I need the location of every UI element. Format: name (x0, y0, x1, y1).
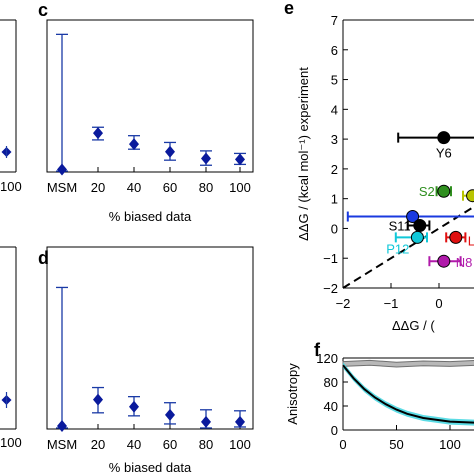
panel-f-y-axis-label: Anisotropy (285, 363, 300, 425)
panel-d: d MSM 20 40 60 80 100 % biased data (38, 246, 254, 474)
d-point-1 (93, 393, 103, 406)
e-y-tick-label-7: 5 (331, 73, 338, 88)
e-point-4 (413, 218, 427, 232)
e-y-tick-label-6: 4 (331, 102, 338, 117)
d-point-5 (235, 415, 245, 428)
e-y-tick-label-3: 1 (331, 192, 338, 207)
panel-e-marks: Y6S2TS11P12L9N8 (342, 131, 474, 289)
e-y-tick-label-5: 3 (331, 132, 338, 147)
panel-e-x-axis-label: ΔΔG / ( (392, 318, 435, 333)
f-series-black-line (342, 364, 474, 424)
panel-d-label: d (38, 248, 49, 268)
panel-e-y-axis-label: ΔΔG / (kcal mol⁻¹) experiment (296, 67, 311, 241)
d-x-tick-label-5: 100 (229, 437, 251, 452)
panel-d-x-axis-label: % biased data (109, 460, 192, 474)
e-x-tick-label-2: 0 (435, 296, 442, 311)
f-y-tick-label-3: 120 (316, 351, 338, 366)
e-point-label-6: L9 (468, 233, 474, 248)
left-panel-fragment: 100 100 (0, 19, 22, 450)
e-y-tick-label-2: 0 (331, 221, 338, 236)
c-x-tick-label-5: 100 (229, 180, 251, 195)
d-point-3 (165, 408, 175, 421)
left-top-tick-label: 100 (0, 179, 22, 194)
panel-c-label: c (38, 0, 48, 20)
d-point-0 (57, 419, 67, 432)
c-x-tick-label-1: 20 (91, 180, 105, 195)
f-series-gray-band (342, 359, 474, 368)
left-bottom-tick-label: 100 (0, 435, 22, 450)
f-x-tick-label-1: 50 (389, 437, 403, 452)
e-y-tick-label-0: −2 (323, 281, 338, 296)
e-point-label-0: Y6 (436, 146, 452, 161)
panel-f-label: f (314, 340, 321, 360)
e-point-7 (437, 254, 451, 268)
f-y-tick-label-2: 80 (324, 375, 338, 390)
panel-f: f 0 50 100 0 40 80 120 Anisotropy (285, 340, 474, 452)
f-x-tick-label-2: 100 (439, 437, 461, 452)
c-point-0 (57, 163, 67, 176)
panel-d-x-ticks: MSM 20 40 60 80 100 (47, 424, 251, 452)
e-point-6 (449, 230, 463, 244)
e-point-2 (466, 189, 474, 203)
e-point-0 (437, 131, 451, 145)
f-y-tick-label-1: 40 (324, 399, 338, 414)
panel-d-frame (46, 246, 254, 430)
d-point-4 (201, 415, 211, 428)
d-x-tick-label-0: MSM (47, 437, 77, 452)
d-x-tick-label-4: 80 (199, 437, 213, 452)
panel-f-marks (342, 359, 474, 426)
e-point-label-1: S2 (419, 184, 435, 199)
e-y-tick-label-4: 2 (331, 162, 338, 177)
panel-d-marks (56, 286, 246, 432)
c-x-tick-label-4: 80 (199, 180, 213, 195)
e-point-3 (406, 210, 420, 224)
e-x-tick-label-1: −1 (384, 296, 399, 311)
d-x-tick-label-1: 20 (91, 437, 105, 452)
panel-c-x-axis-label: % biased data (109, 209, 192, 224)
f-series-cyan-band (343, 362, 474, 426)
c-point-3 (165, 145, 175, 158)
f-y-tick-label-0: 0 (331, 423, 338, 438)
panel-c-frame (46, 19, 254, 173)
c-point-1 (93, 127, 103, 140)
c-point-2 (129, 138, 139, 151)
c-point-5 (235, 153, 245, 166)
e-point-label-4: S11 (389, 218, 411, 233)
panel-c-x-ticks: MSM 20 40 60 80 100 (47, 167, 251, 195)
c-x-tick-label-3: 60 (163, 180, 177, 195)
e-point-1 (437, 184, 451, 198)
panel-c-marks (56, 33, 246, 176)
e-point-label-5: P12 (386, 241, 409, 256)
d-x-tick-label-3: 60 (163, 437, 177, 452)
panel-c: c MSM 20 40 60 80 100 % biased data (38, 0, 254, 224)
d-x-tick-label-2: 40 (127, 437, 141, 452)
e-point-5 (410, 230, 424, 244)
c-point-4 (201, 152, 211, 165)
e-y-tick-label-9: 7 (331, 13, 338, 28)
e-point-label-7: N8 (456, 255, 473, 270)
f-x-tick-label-0: 0 (339, 437, 346, 452)
e-y-tick-label-8: 6 (331, 43, 338, 58)
panel-f-ticks: 0 50 100 0 40 80 120 (316, 351, 461, 452)
c-x-tick-label-2: 40 (127, 180, 141, 195)
e-x-tick-label-0: −2 (336, 296, 351, 311)
e-y-tick-label-1: −1 (323, 251, 338, 266)
d-point-2 (129, 400, 139, 413)
panel-e-label: e (284, 0, 294, 18)
c-x-tick-label-0: MSM (47, 180, 77, 195)
